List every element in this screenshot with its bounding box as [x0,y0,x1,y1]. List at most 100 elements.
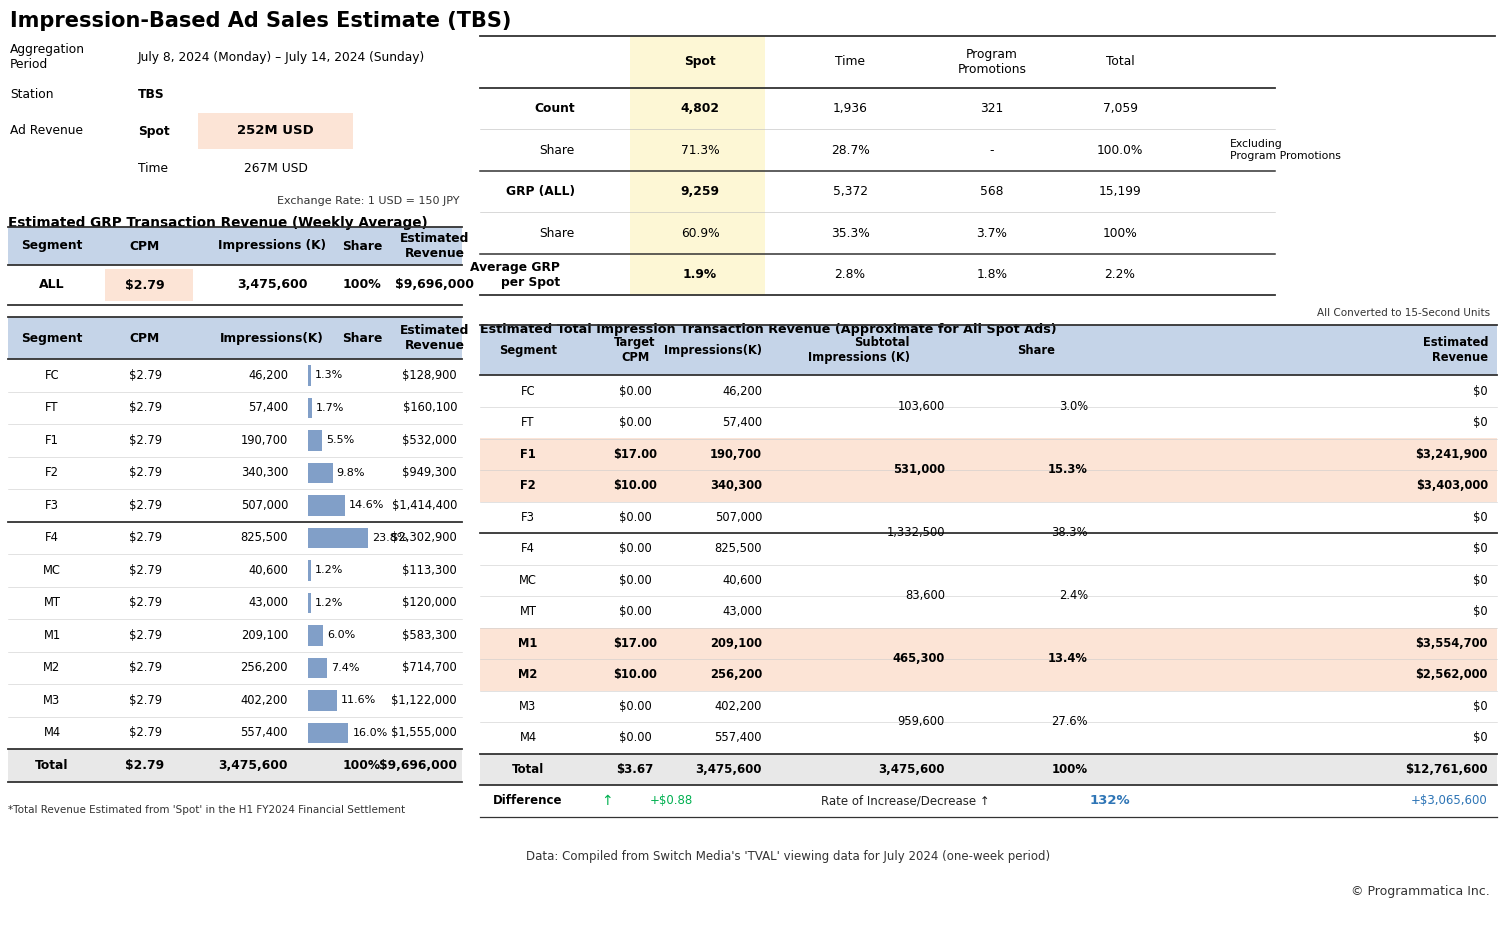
Text: 15.3%: 15.3% [1048,464,1088,477]
Text: Share: Share [540,227,574,240]
Text: M4: M4 [44,726,60,739]
Text: $2.79: $2.79 [129,694,162,707]
Text: $9,696,000: $9,696,000 [380,759,458,772]
Text: Difference: Difference [494,794,562,807]
Text: *Total Revenue Estimated from 'Spot' in the H1 FY2024 Financial Settlement: *Total Revenue Estimated from 'Spot' in … [8,804,405,815]
Text: Time: Time [138,162,168,175]
Text: $9,696,000: $9,696,000 [396,278,474,291]
Text: 16.0%: 16.0% [352,728,387,738]
Text: Impressions(K): Impressions(K) [664,344,762,357]
Text: $2.79: $2.79 [129,531,162,544]
Text: Time: Time [836,55,866,68]
Bar [308,527,368,548]
Text: $2.79: $2.79 [129,596,162,609]
Text: Spot: Spot [684,55,716,68]
Text: $714,700: $714,700 [402,661,457,675]
Text: 43,000: 43,000 [248,596,288,609]
Text: $1,122,000: $1,122,000 [392,694,458,707]
Text: 100.0%: 100.0% [1096,144,1143,157]
Text: $2.79: $2.79 [129,369,162,382]
Bar [308,625,322,646]
Text: $0: $0 [1473,574,1488,587]
Bar [480,533,1497,564]
Text: 2.2%: 2.2% [1104,269,1136,281]
Text: Estimated
Revenue: Estimated Revenue [1422,337,1488,365]
Text: 57,400: 57,400 [722,416,762,429]
Bar [8,392,462,424]
Text: $17.00: $17.00 [614,448,657,461]
Text: M4: M4 [519,731,537,745]
Text: $2,302,900: $2,302,900 [392,531,458,544]
Text: CPM: CPM [130,240,160,253]
Text: $3,403,000: $3,403,000 [1416,480,1488,493]
Text: $2.79: $2.79 [126,759,165,772]
Bar [308,365,312,385]
Text: $0.00: $0.00 [618,384,651,397]
Bar [630,36,765,296]
Text: MT: MT [44,596,60,609]
Text: 340,300: 340,300 [240,466,288,480]
Text: $2.79: $2.79 [129,401,162,414]
Text: 83,600: 83,600 [904,590,945,603]
Text: CPM: CPM [130,331,160,344]
Text: $10.00: $10.00 [614,480,657,493]
Bar [480,754,1497,785]
Text: All Converted to 15-Second Units: All Converted to 15-Second Units [1317,309,1490,318]
Text: 46,200: 46,200 [248,369,288,382]
Text: 40,600: 40,600 [248,564,288,577]
Text: 1.3%: 1.3% [315,370,344,381]
Text: MT: MT [519,606,537,619]
Bar [308,690,338,711]
Text: 15,199: 15,199 [1098,186,1142,198]
Text: Impressions (K): Impressions (K) [217,240,326,253]
Text: 100%: 100% [344,759,381,772]
Bar [8,749,462,782]
Text: MC: MC [519,574,537,587]
Bar [8,265,462,305]
Text: 2.8%: 2.8% [834,269,866,281]
Text: 1.8%: 1.8% [976,269,1008,281]
Text: $2.79: $2.79 [129,499,162,511]
Bar [8,522,462,554]
Text: $0.00: $0.00 [618,542,651,555]
Text: 4,802: 4,802 [681,103,720,116]
Text: $2.79: $2.79 [129,434,162,447]
Text: -: - [990,144,994,157]
Text: 3,475,600: 3,475,600 [696,763,762,775]
Text: $0.00: $0.00 [618,731,651,745]
Bar [8,456,462,489]
Text: 3.0%: 3.0% [1059,400,1088,413]
Text: Excluding
Program Promotions: Excluding Program Promotions [1230,139,1341,161]
Text: 507,000: 507,000 [240,499,288,511]
Text: $2,562,000: $2,562,000 [1416,668,1488,681]
Text: Target
CPM: Target CPM [615,337,656,365]
Text: 1.2%: 1.2% [315,598,344,607]
Text: M1: M1 [519,636,537,649]
Bar [480,375,1497,407]
Text: Total: Total [1106,55,1134,68]
Text: 340,300: 340,300 [710,480,762,493]
Text: $583,300: $583,300 [402,629,457,642]
Text: 1,936: 1,936 [833,103,867,116]
Text: $2.79: $2.79 [129,466,162,480]
Text: 27.6%: 27.6% [1052,716,1088,729]
Text: 531,000: 531,000 [892,464,945,477]
Text: $0.00: $0.00 [618,510,651,523]
Text: $2.79: $2.79 [129,661,162,675]
Text: 7.4%: 7.4% [330,662,358,673]
Text: 28.7%: 28.7% [831,144,870,157]
Text: F4: F4 [45,531,58,544]
Text: 9,259: 9,259 [681,186,720,198]
Text: $2.79: $2.79 [129,564,162,577]
Text: Segment: Segment [500,344,556,357]
Text: F3: F3 [520,510,536,523]
Text: 959,600: 959,600 [897,716,945,729]
Bar [8,619,462,651]
Bar [480,659,1497,690]
Text: 402,200: 402,200 [240,694,288,707]
Text: $0: $0 [1473,384,1488,397]
Text: F1: F1 [45,434,58,447]
Text: Exchange Rate: 1 USD = 150 JPY: Exchange Rate: 1 USD = 150 JPY [278,196,460,206]
Text: Count: Count [534,103,574,116]
Text: $2.79: $2.79 [129,629,162,642]
